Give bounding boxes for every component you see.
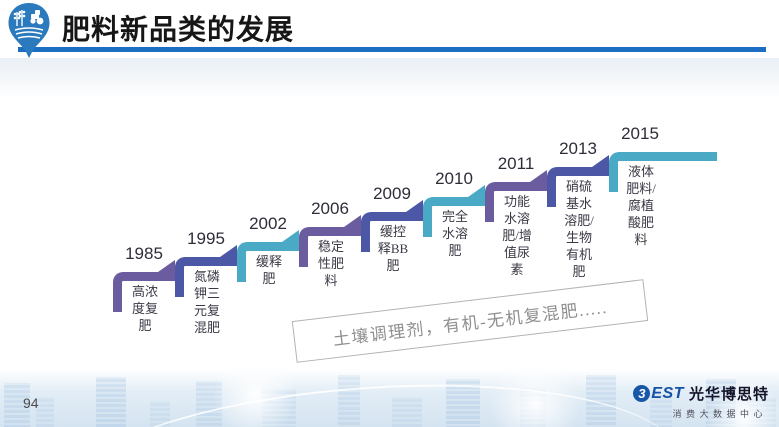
timeline-step-year: 2002 bbox=[249, 214, 287, 233]
timeline-step-label: 氮磷钾三元复混肥 bbox=[193, 269, 220, 335]
arrow-up-icon bbox=[220, 245, 237, 257]
brand-badge-icon: 3 bbox=[633, 385, 651, 402]
timeline-step: 1985 高浓度复肥 bbox=[113, 244, 175, 333]
timeline-step-year: 2011 bbox=[497, 154, 535, 173]
timeline-step: 2011 功能水溶肥/增值尿素 bbox=[485, 154, 547, 277]
timeline-step-label: 缓控释BB肥 bbox=[377, 224, 409, 273]
brand-logo: 3 EST 光华博思特 消费大数据中心 bbox=[633, 383, 769, 420]
header-divider bbox=[18, 47, 766, 52]
timeline-step-year: 2013 bbox=[559, 139, 597, 158]
timeline-step-year: 2009 bbox=[373, 184, 411, 203]
page-number: 94 bbox=[23, 395, 39, 411]
banner-text: 土壤调理剂，有机-无机复混肥..... bbox=[331, 297, 609, 349]
arrow-up-icon bbox=[530, 170, 547, 182]
brand-subtitle: 消费大数据中心 bbox=[672, 409, 767, 419]
banner-note: 土壤调理剂，有机-无机复混肥..... bbox=[291, 279, 649, 363]
timeline-step: 1995 氮磷钾三元复混肥 bbox=[175, 229, 237, 335]
arrow-up-icon bbox=[468, 185, 485, 197]
timeline-step-year: 1985 bbox=[125, 244, 163, 263]
timeline-step: 2009 缓控释BB肥 bbox=[361, 184, 423, 273]
timeline-step: 2013 硝硫基水溶肥/生物有机肥 bbox=[547, 139, 609, 279]
arrow-up-icon bbox=[282, 230, 299, 242]
slide-header: 肥料新品类的发展 bbox=[0, 0, 779, 58]
header-shadow bbox=[0, 58, 779, 103]
timeline-step-year: 2010 bbox=[435, 169, 473, 188]
timeline-step-label: 缓释肥 bbox=[255, 254, 282, 286]
timeline-step-label: 完全水溶肥 bbox=[441, 209, 468, 258]
brand-name: EST bbox=[651, 384, 684, 402]
arrow-up-icon bbox=[406, 200, 423, 212]
cityscape-footer-image bbox=[0, 369, 779, 427]
timeline-step-label: 稳定性肥料 bbox=[317, 239, 344, 288]
agriculture-pin-logo-icon bbox=[8, 3, 50, 58]
timeline-step-label: 硝硫基水溶肥/生物有机肥 bbox=[564, 179, 594, 279]
timeline-step-year: 1995 bbox=[187, 229, 225, 248]
page-title: 肥料新品类的发展 bbox=[62, 14, 295, 45]
timeline-step-year: 2015 bbox=[621, 124, 659, 143]
timeline-step-label: 液体肥料/腐植酸肥料 bbox=[626, 164, 656, 247]
arrow-up-icon bbox=[158, 260, 175, 272]
timeline-step-year: 2006 bbox=[311, 199, 349, 218]
timeline-step: 2015 液体肥料/腐植酸肥料 bbox=[609, 124, 717, 247]
timeline-step-label: 功能水溶肥/增值尿素 bbox=[502, 194, 532, 277]
timeline-step: 2006 稳定性肥料 bbox=[299, 199, 361, 288]
arrow-up-icon bbox=[592, 155, 609, 167]
timeline-step: 2010 完全水溶肥 bbox=[423, 169, 485, 258]
timeline-step-label: 高浓度复肥 bbox=[131, 284, 158, 333]
arrow-up-icon bbox=[344, 215, 361, 227]
brand-company: 光华博思特 bbox=[688, 386, 769, 403]
timeline-step: 2002 缓释肥 bbox=[237, 214, 299, 286]
